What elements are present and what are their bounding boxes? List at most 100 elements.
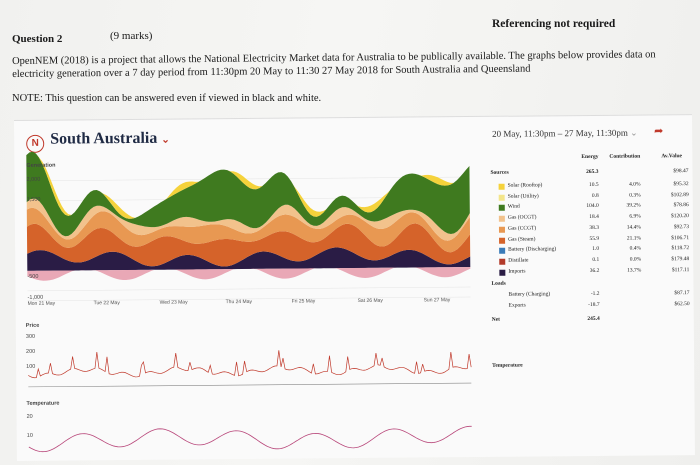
legend-swatch: [498, 215, 505, 222]
legend-swatch: [499, 237, 506, 244]
source-energy: 1.0: [592, 246, 600, 253]
table-row[interactable]: Battery (Charging) -1.2 $87.17: [478, 290, 690, 302]
source-energy: 18.4: [589, 213, 599, 221]
area-exports: [27, 267, 471, 281]
opennem-panel: N South Australia ⌄ 20 May, 11:30pm – 27…: [14, 114, 695, 461]
source-contribution: 6.9%: [629, 213, 641, 220]
header-value: Av.Value: [661, 153, 683, 160]
price-line: [28, 350, 472, 379]
temp-tick-10: 10: [26, 432, 33, 439]
source-label: Wind: [507, 203, 520, 211]
source-label: Solar (Rooftop): [507, 182, 543, 189]
price-chart: [28, 350, 472, 388]
source-contribution: 14.4%: [626, 224, 641, 231]
price-tick-200: 200: [25, 348, 36, 355]
net-row: Net 245.4: [478, 315, 688, 327]
day-tick-label: Sun 27 May: [423, 297, 451, 304]
source-contribution: 0.4%: [629, 245, 642, 252]
day-tick-label: Tue 22 May: [93, 300, 120, 307]
load-label: Exports: [508, 302, 526, 309]
area-imports: [27, 247, 471, 271]
temperature-chart: [28, 425, 472, 453]
generation-chart: [26, 151, 472, 453]
source-value: $118.72: [671, 245, 690, 252]
source-value: $92.73: [673, 223, 689, 231]
price-tick-300: 300: [25, 333, 36, 340]
legend-swatch: [498, 194, 505, 201]
load-energy: -1.2: [590, 290, 600, 297]
loads-row: Loads: [477, 279, 687, 291]
source-value: $78.86: [673, 202, 689, 209]
price-label: Price: [25, 322, 40, 329]
source-value: $120.20: [670, 213, 689, 220]
sources-label: Sources: [490, 169, 509, 176]
source-label: Gas (CCGT): [507, 225, 537, 232]
header-energy: Energy: [581, 153, 599, 161]
share-icon[interactable]: ➦: [654, 124, 664, 138]
table-row[interactable]: Imports 36.2 13.7% $117.11: [477, 266, 690, 279]
area-wind: [26, 151, 470, 237]
question-title: Question 2: [12, 33, 63, 45]
source-label: Battery (Discharging): [508, 246, 557, 253]
day-tick-label: Wed 23 May: [159, 299, 188, 306]
day-tick-label: Thu 24 May: [225, 298, 253, 306]
source-label: Imports: [508, 268, 526, 275]
source-energy: 38.3: [589, 224, 599, 231]
grid-line: [27, 286, 471, 292]
temperature-label: Temperature: [26, 400, 60, 407]
area-gas-ocgt: [26, 198, 470, 241]
sources-total: 265.3: [586, 168, 599, 176]
source-contribution: 21.1%: [626, 235, 642, 242]
net-label: Net: [491, 316, 501, 323]
sources-value: $98.47: [673, 168, 689, 175]
legend-swatch: [498, 183, 505, 190]
source-value: $117.11: [671, 266, 690, 273]
temperature-line: [28, 425, 472, 453]
energy-summary-table: Energy Contribution Av.Value Sources 265…: [476, 153, 689, 369]
temperature-section: Temperature: [478, 361, 688, 373]
source-value: $179.48: [671, 256, 690, 263]
source-value: $102.89: [670, 191, 689, 198]
load-label: Battery (Charging): [508, 291, 551, 298]
load-value: $62.50: [674, 301, 690, 308]
source-label: Gas (OCGT): [507, 214, 537, 221]
source-energy: 36.2: [589, 267, 600, 274]
day-tick-label: Mon 21 May: [27, 300, 56, 307]
legend-swatch: [499, 258, 506, 265]
source-energy: 55.9: [589, 235, 600, 242]
source-contribution: 4.0%: [629, 181, 641, 188]
generation-stacked-area: [26, 151, 471, 281]
area-gas-steam: [26, 223, 471, 267]
net-value: 245.4: [587, 315, 600, 323]
source-label: Gas (Steam): [508, 235, 536, 243]
source-contribution: 0.3%: [629, 192, 641, 199]
source-energy: 10.5: [588, 181, 599, 188]
gen-tick-neg500: -500: [27, 273, 39, 280]
source-energy: 0.1: [592, 256, 600, 263]
day-tick-label: Fri 25 May: [291, 298, 316, 305]
day-tick-label: Sat 26 May: [357, 297, 383, 305]
legend-swatch: [498, 226, 506, 233]
gen-tick-1500: 1,500: [26, 196, 41, 203]
question-paragraph: OpenNEM (2018) is a project that allows …: [12, 49, 656, 80]
source-label: Distillate: [508, 257, 529, 264]
source-value: $106.71: [671, 234, 690, 241]
date-range-selector[interactable]: 20 May, 11:30pm – 27 May, 11:30pm ⌄: [492, 127, 638, 139]
grid-line: [27, 296, 471, 302]
area-gas-ccgt: [26, 207, 471, 253]
day-axis: Mon 21 May Tue 22 May Wed 23 May Thu 24 May…: [14, 115, 692, 307]
generation-label: Generation: [26, 162, 56, 169]
price-axis: [28, 382, 472, 388]
legend-swatch: [498, 205, 505, 212]
source-contribution: 39.2%: [626, 202, 641, 210]
load-value: $87.17: [674, 290, 690, 297]
source-contribution: 0.0%: [629, 256, 642, 263]
table-row[interactable]: Exports -18.7 $62.50: [478, 301, 690, 313]
source-label: Solar (Utility): [507, 193, 539, 200]
header-contribution: Contribution: [609, 153, 641, 160]
question-note: NOTE: This question can be answered even…: [12, 93, 322, 104]
price-tick-100: 100: [26, 363, 36, 370]
temperature-section-label: Temperature: [492, 362, 523, 369]
loads-label: Loads: [491, 280, 506, 287]
source-energy: 0.8: [591, 192, 599, 199]
